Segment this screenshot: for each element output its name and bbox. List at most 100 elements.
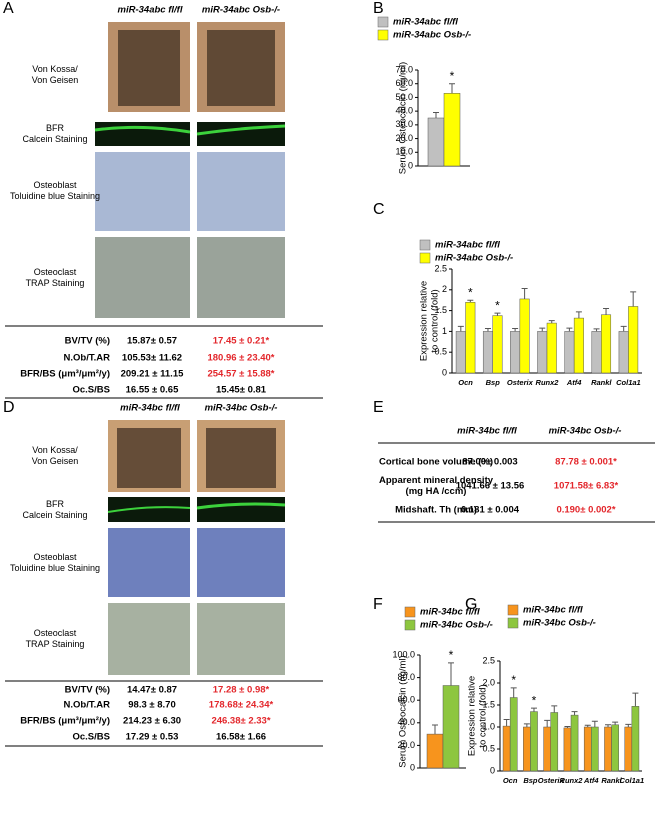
significance-mark: *: [495, 298, 500, 312]
bar: [591, 726, 599, 772]
significance-mark: *: [449, 648, 454, 662]
y-tick-label: 20.0: [395, 133, 413, 143]
y-tick-label: 70.0: [395, 64, 413, 74]
error-bar: [544, 719, 551, 727]
y-tick-label: 1.5: [482, 699, 495, 709]
legend-swatch: [507, 604, 519, 616]
image: [95, 152, 190, 231]
y-tick-label: 1.0: [482, 721, 495, 731]
stain-label: Osteoblast: [33, 180, 77, 190]
mutant-value: 0.190± 0.002*: [556, 505, 615, 516]
bar: [426, 733, 444, 769]
x-tick-label: Osterix: [538, 776, 565, 785]
image: [206, 428, 276, 488]
column-header: miR-34bc Osb-/-: [549, 426, 622, 437]
y-tick-label: 2.5: [434, 263, 447, 273]
image: [196, 502, 286, 510]
panel-label: F: [373, 596, 383, 613]
image: [95, 122, 190, 146]
image: [117, 428, 181, 488]
error-bar: [620, 325, 627, 332]
error-bar: [564, 726, 571, 728]
x-tick-label: Runx2: [560, 776, 584, 785]
stain-label: Osteoclast: [34, 628, 77, 638]
row-label: Oc.S/BS: [73, 732, 111, 743]
row-label: Oc.S/BS: [73, 385, 111, 396]
image: [108, 603, 190, 675]
error-bar: [539, 327, 546, 332]
x-tick-label: Col1a1: [620, 776, 645, 785]
y-tick-label: 10.0: [395, 147, 413, 157]
panel-label: B: [373, 0, 384, 17]
panel-label: A: [3, 0, 14, 17]
y-tick-label: 0.5: [482, 743, 495, 753]
image: [197, 497, 285, 522]
y-tick-label: 2: [442, 284, 447, 294]
legend-swatch: [419, 252, 431, 264]
row-label: BFR/BS (μm³/μm²/y): [20, 369, 110, 380]
image: [196, 124, 286, 136]
stain-label: TRAP Staining: [26, 278, 85, 288]
bar: [564, 331, 575, 374]
bar: [465, 302, 476, 374]
control-value: 17.29 ± 0.53: [126, 732, 179, 743]
table-rules: [5, 325, 655, 747]
error-bar: [432, 724, 438, 735]
error-bar: [605, 724, 612, 727]
bar: [543, 726, 551, 772]
bar: [530, 711, 538, 772]
y-tick-label: 0: [410, 762, 415, 772]
row-label: Cortical bone volume (%): [379, 457, 493, 468]
y-tick-label: 40.0: [397, 717, 415, 727]
stain-label: TRAP Staining: [26, 639, 85, 649]
bar: [628, 306, 639, 374]
bar: [443, 93, 461, 167]
column-header: miR-34bc fl/fl: [120, 403, 180, 414]
stain-label: Calcein Staining: [22, 134, 87, 144]
panel-label: G: [465, 596, 477, 613]
error-bar: [591, 720, 598, 727]
x-tick-label: Osterix: [507, 378, 534, 387]
significance-mark: *: [532, 693, 537, 707]
panel-label: D: [3, 399, 15, 416]
bar: [455, 331, 466, 374]
histology-images-d: [107, 420, 286, 675]
error-bar: [566, 327, 573, 332]
y-tick-label: 20.0: [397, 740, 415, 750]
legend-label: miR-34abc Osb-/-: [435, 253, 513, 264]
y-tick-label: 60.0: [397, 695, 415, 705]
error-bar: [630, 291, 637, 307]
mutant-value: 87.78 ± 0.001*: [555, 457, 617, 468]
y-tick-label: 1.5: [434, 305, 447, 315]
error-bar: [593, 328, 600, 332]
control-value: 87.00± 0.003: [462, 457, 517, 468]
y-tick-label: 0: [408, 160, 413, 170]
column-header: miR-34bc Osb-/-: [205, 403, 278, 414]
x-tick-label: Rankl: [601, 776, 622, 785]
stain-label: Von Kossa/: [32, 445, 78, 455]
bar: [442, 685, 460, 769]
bar: [631, 706, 640, 772]
x-tick-label: Atf4: [583, 776, 599, 785]
error-bar: [523, 723, 530, 727]
y-tick-label: 50.0: [395, 92, 413, 102]
panel-label: C: [373, 201, 385, 218]
control-value: 14.47± 0.87: [127, 685, 177, 696]
control-value: 98.3 ± 8.70: [128, 700, 175, 711]
row-label: Midshaft. Th (mm): [395, 505, 477, 516]
error-bar: [512, 327, 519, 332]
error-bar: [632, 692, 639, 707]
x-tick-label: Runx2: [536, 378, 560, 387]
error-bar: [449, 83, 455, 94]
image: [197, 528, 285, 597]
bar: [482, 331, 493, 374]
row-label: N.Ob/T.AR: [64, 353, 111, 364]
error-bar: [612, 721, 619, 725]
stain-label: Osteoblast: [33, 552, 77, 562]
mutant-value: 254.57 ± 15.88*: [207, 369, 274, 380]
error-bar: [457, 325, 464, 332]
y-tick-label: 0: [490, 765, 495, 775]
mutant-value: 178.68± 24.34*: [209, 700, 274, 711]
bar: [509, 697, 518, 772]
error-bar: [603, 308, 610, 315]
